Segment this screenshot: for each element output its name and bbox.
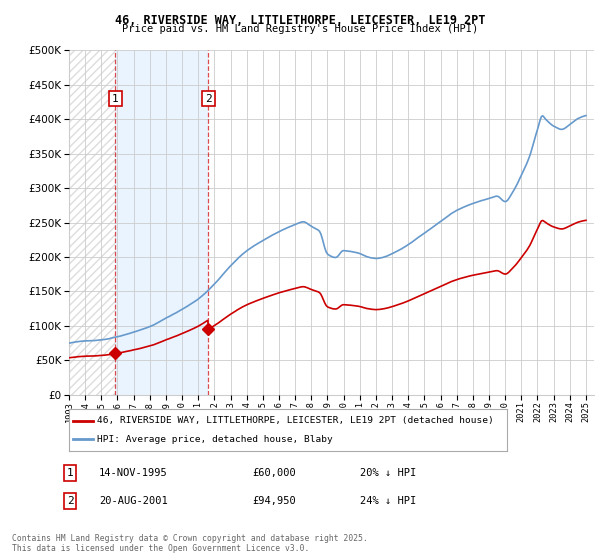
Text: 46, RIVERSIDE WAY, LITTLETHORPE, LEICESTER, LE19 2PT: 46, RIVERSIDE WAY, LITTLETHORPE, LEICEST… <box>115 14 485 27</box>
Text: 20-AUG-2001: 20-AUG-2001 <box>99 496 168 506</box>
Text: £94,950: £94,950 <box>252 496 296 506</box>
Text: 20% ↓ HPI: 20% ↓ HPI <box>360 468 416 478</box>
Text: 2: 2 <box>205 94 212 104</box>
Text: Contains HM Land Registry data © Crown copyright and database right 2025.
This d: Contains HM Land Registry data © Crown c… <box>12 534 368 553</box>
Text: £60,000: £60,000 <box>252 468 296 478</box>
Bar <box>115 50 208 395</box>
Text: 14-NOV-1995: 14-NOV-1995 <box>99 468 168 478</box>
Text: 46, RIVERSIDE WAY, LITTLETHORPE, LEICESTER, LE19 2PT (detached house): 46, RIVERSIDE WAY, LITTLETHORPE, LEICEST… <box>97 416 494 425</box>
Text: HPI: Average price, detached house, Blaby: HPI: Average price, detached house, Blab… <box>97 435 333 444</box>
Bar <box>69 50 115 395</box>
Text: 24% ↓ HPI: 24% ↓ HPI <box>360 496 416 506</box>
Text: 1: 1 <box>112 94 119 104</box>
Text: 2: 2 <box>67 496 74 506</box>
Text: 1: 1 <box>67 468 74 478</box>
Text: Price paid vs. HM Land Registry's House Price Index (HPI): Price paid vs. HM Land Registry's House … <box>122 24 478 34</box>
Bar <box>208 50 594 395</box>
